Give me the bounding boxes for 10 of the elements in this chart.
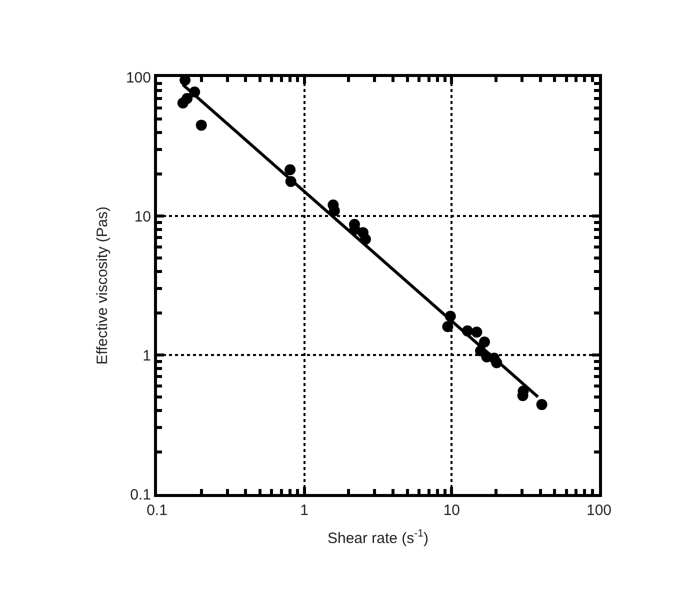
x-tick-label: 1 [300, 502, 308, 519]
y-axis-title: Effective viscosity (Pas) [94, 206, 112, 365]
x-tick-label: 10 [443, 502, 460, 519]
x-axis-title: Shear rate (s$^{-1}$) [327, 528, 429, 547]
x-tick-label: 100 [586, 502, 612, 519]
y-tick-label: 0.1 [130, 486, 151, 504]
y-tick-label: 10 [134, 208, 151, 226]
x-tick-label: 0.1 [146, 502, 168, 519]
y-tick-label: 100 [126, 69, 151, 86]
y-tick-label: 1 [142, 347, 151, 364]
